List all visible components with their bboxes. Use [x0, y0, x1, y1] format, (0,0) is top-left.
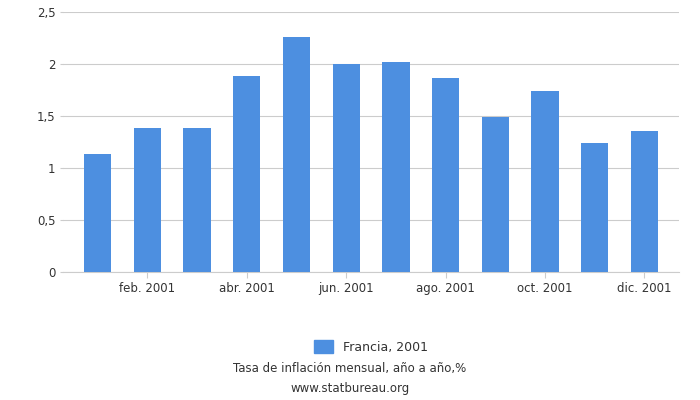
Bar — [283, 37, 310, 272]
Bar — [134, 128, 161, 272]
Text: Tasa de inflación mensual, año a año,%: Tasa de inflación mensual, año a año,% — [233, 362, 467, 375]
Bar — [432, 78, 459, 272]
Bar — [531, 91, 559, 272]
Bar — [233, 76, 260, 272]
Bar — [482, 117, 509, 272]
Bar — [631, 130, 658, 272]
Legend: Francia, 2001: Francia, 2001 — [309, 336, 433, 359]
Bar — [183, 128, 211, 272]
Bar — [382, 62, 410, 272]
Bar — [332, 64, 360, 272]
Bar — [581, 143, 608, 272]
Text: www.statbureau.org: www.statbureau.org — [290, 382, 410, 395]
Bar — [84, 154, 111, 272]
